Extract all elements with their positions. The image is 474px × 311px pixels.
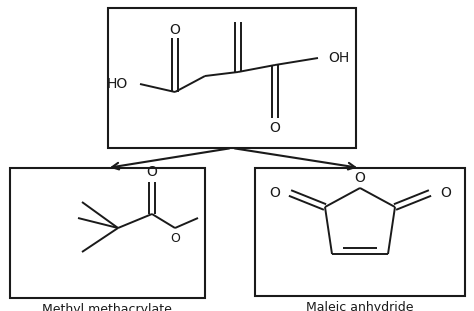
- Bar: [255, 168, 465, 296]
- Text: Maleic anhydride: Maleic anhydride: [306, 301, 414, 311]
- Bar: [108, 8, 356, 148]
- Text: O: O: [269, 186, 280, 200]
- Text: O: O: [270, 121, 281, 135]
- Text: O: O: [355, 171, 365, 185]
- Text: O: O: [146, 165, 157, 179]
- Text: Methyl methacrylate: Methyl methacrylate: [42, 304, 172, 311]
- Bar: [10, 168, 205, 298]
- Text: O: O: [170, 23, 181, 37]
- Text: O: O: [440, 186, 451, 200]
- Text: HO: HO: [107, 77, 128, 91]
- Text: OH: OH: [328, 51, 349, 65]
- Text: O: O: [170, 231, 180, 244]
